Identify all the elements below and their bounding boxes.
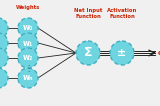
Circle shape: [0, 18, 8, 38]
Text: Activation
Function: Activation Function: [107, 8, 137, 19]
Text: Σ: Σ: [84, 47, 92, 59]
Circle shape: [0, 68, 8, 88]
Text: w₀: w₀: [23, 24, 33, 33]
Circle shape: [76, 41, 100, 65]
Text: w₁: w₁: [23, 38, 33, 47]
Circle shape: [0, 48, 8, 68]
Circle shape: [0, 33, 8, 53]
Text: Net Input
Function: Net Input Function: [74, 8, 102, 19]
Circle shape: [110, 41, 134, 65]
Circle shape: [18, 68, 38, 88]
Text: Weights: Weights: [16, 6, 40, 10]
Text: ⋮: ⋮: [24, 63, 32, 73]
Circle shape: [18, 48, 38, 68]
Text: w₂: w₂: [23, 54, 33, 63]
Text: ±: ±: [117, 48, 127, 58]
Text: out: out: [158, 50, 160, 56]
Text: wₙ: wₙ: [23, 73, 33, 82]
Circle shape: [18, 18, 38, 38]
Circle shape: [18, 33, 38, 53]
